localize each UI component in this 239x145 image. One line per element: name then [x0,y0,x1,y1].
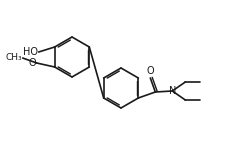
Text: CH₃: CH₃ [5,54,22,62]
Text: O: O [147,66,154,76]
Text: O: O [28,58,36,68]
Text: N: N [169,86,176,96]
Text: HO: HO [23,47,38,57]
